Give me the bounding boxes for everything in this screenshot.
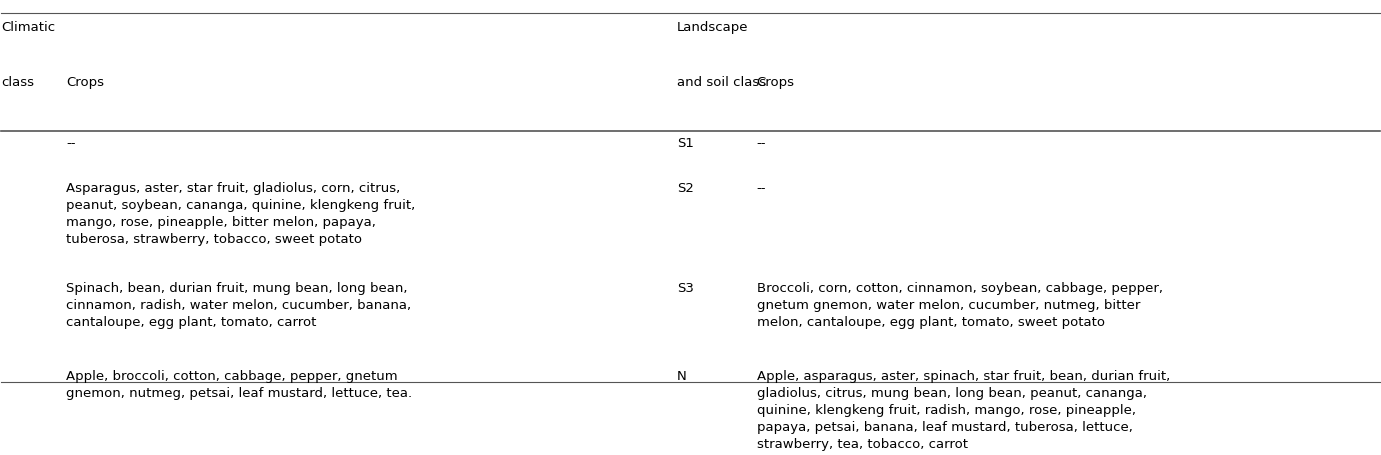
Text: --: --	[757, 136, 766, 150]
Text: S1: S1	[677, 136, 693, 150]
Text: Crops: Crops	[66, 76, 104, 89]
Text: and soil class: and soil class	[677, 76, 766, 89]
Text: Apple, broccoli, cotton, cabbage, pepper, gnetum
gnemon, nutmeg, petsai, leaf mu: Apple, broccoli, cotton, cabbage, pepper…	[66, 370, 413, 400]
Text: Broccoli, corn, cotton, cinnamon, soybean, cabbage, pepper,
gnetum gnemon, water: Broccoli, corn, cotton, cinnamon, soybea…	[757, 282, 1163, 329]
Text: Asparagus, aster, star fruit, gladiolus, corn, citrus,
peanut, soybean, cananga,: Asparagus, aster, star fruit, gladiolus,…	[66, 182, 416, 246]
Text: --: --	[66, 136, 76, 150]
Text: class: class	[1, 76, 35, 89]
Text: Spinach, bean, durian fruit, mung bean, long bean,
cinnamon, radish, water melon: Spinach, bean, durian fruit, mung bean, …	[66, 282, 412, 329]
Text: N: N	[677, 370, 686, 383]
Text: S3: S3	[677, 282, 693, 295]
Text: Apple, asparagus, aster, spinach, star fruit, bean, durian fruit,
gladiolus, cit: Apple, asparagus, aster, spinach, star f…	[757, 370, 1170, 451]
Text: Landscape: Landscape	[677, 21, 749, 34]
Text: --: --	[757, 182, 766, 195]
Text: Climatic: Climatic	[1, 21, 55, 34]
Text: S2: S2	[677, 182, 693, 195]
Text: Crops: Crops	[757, 76, 794, 89]
